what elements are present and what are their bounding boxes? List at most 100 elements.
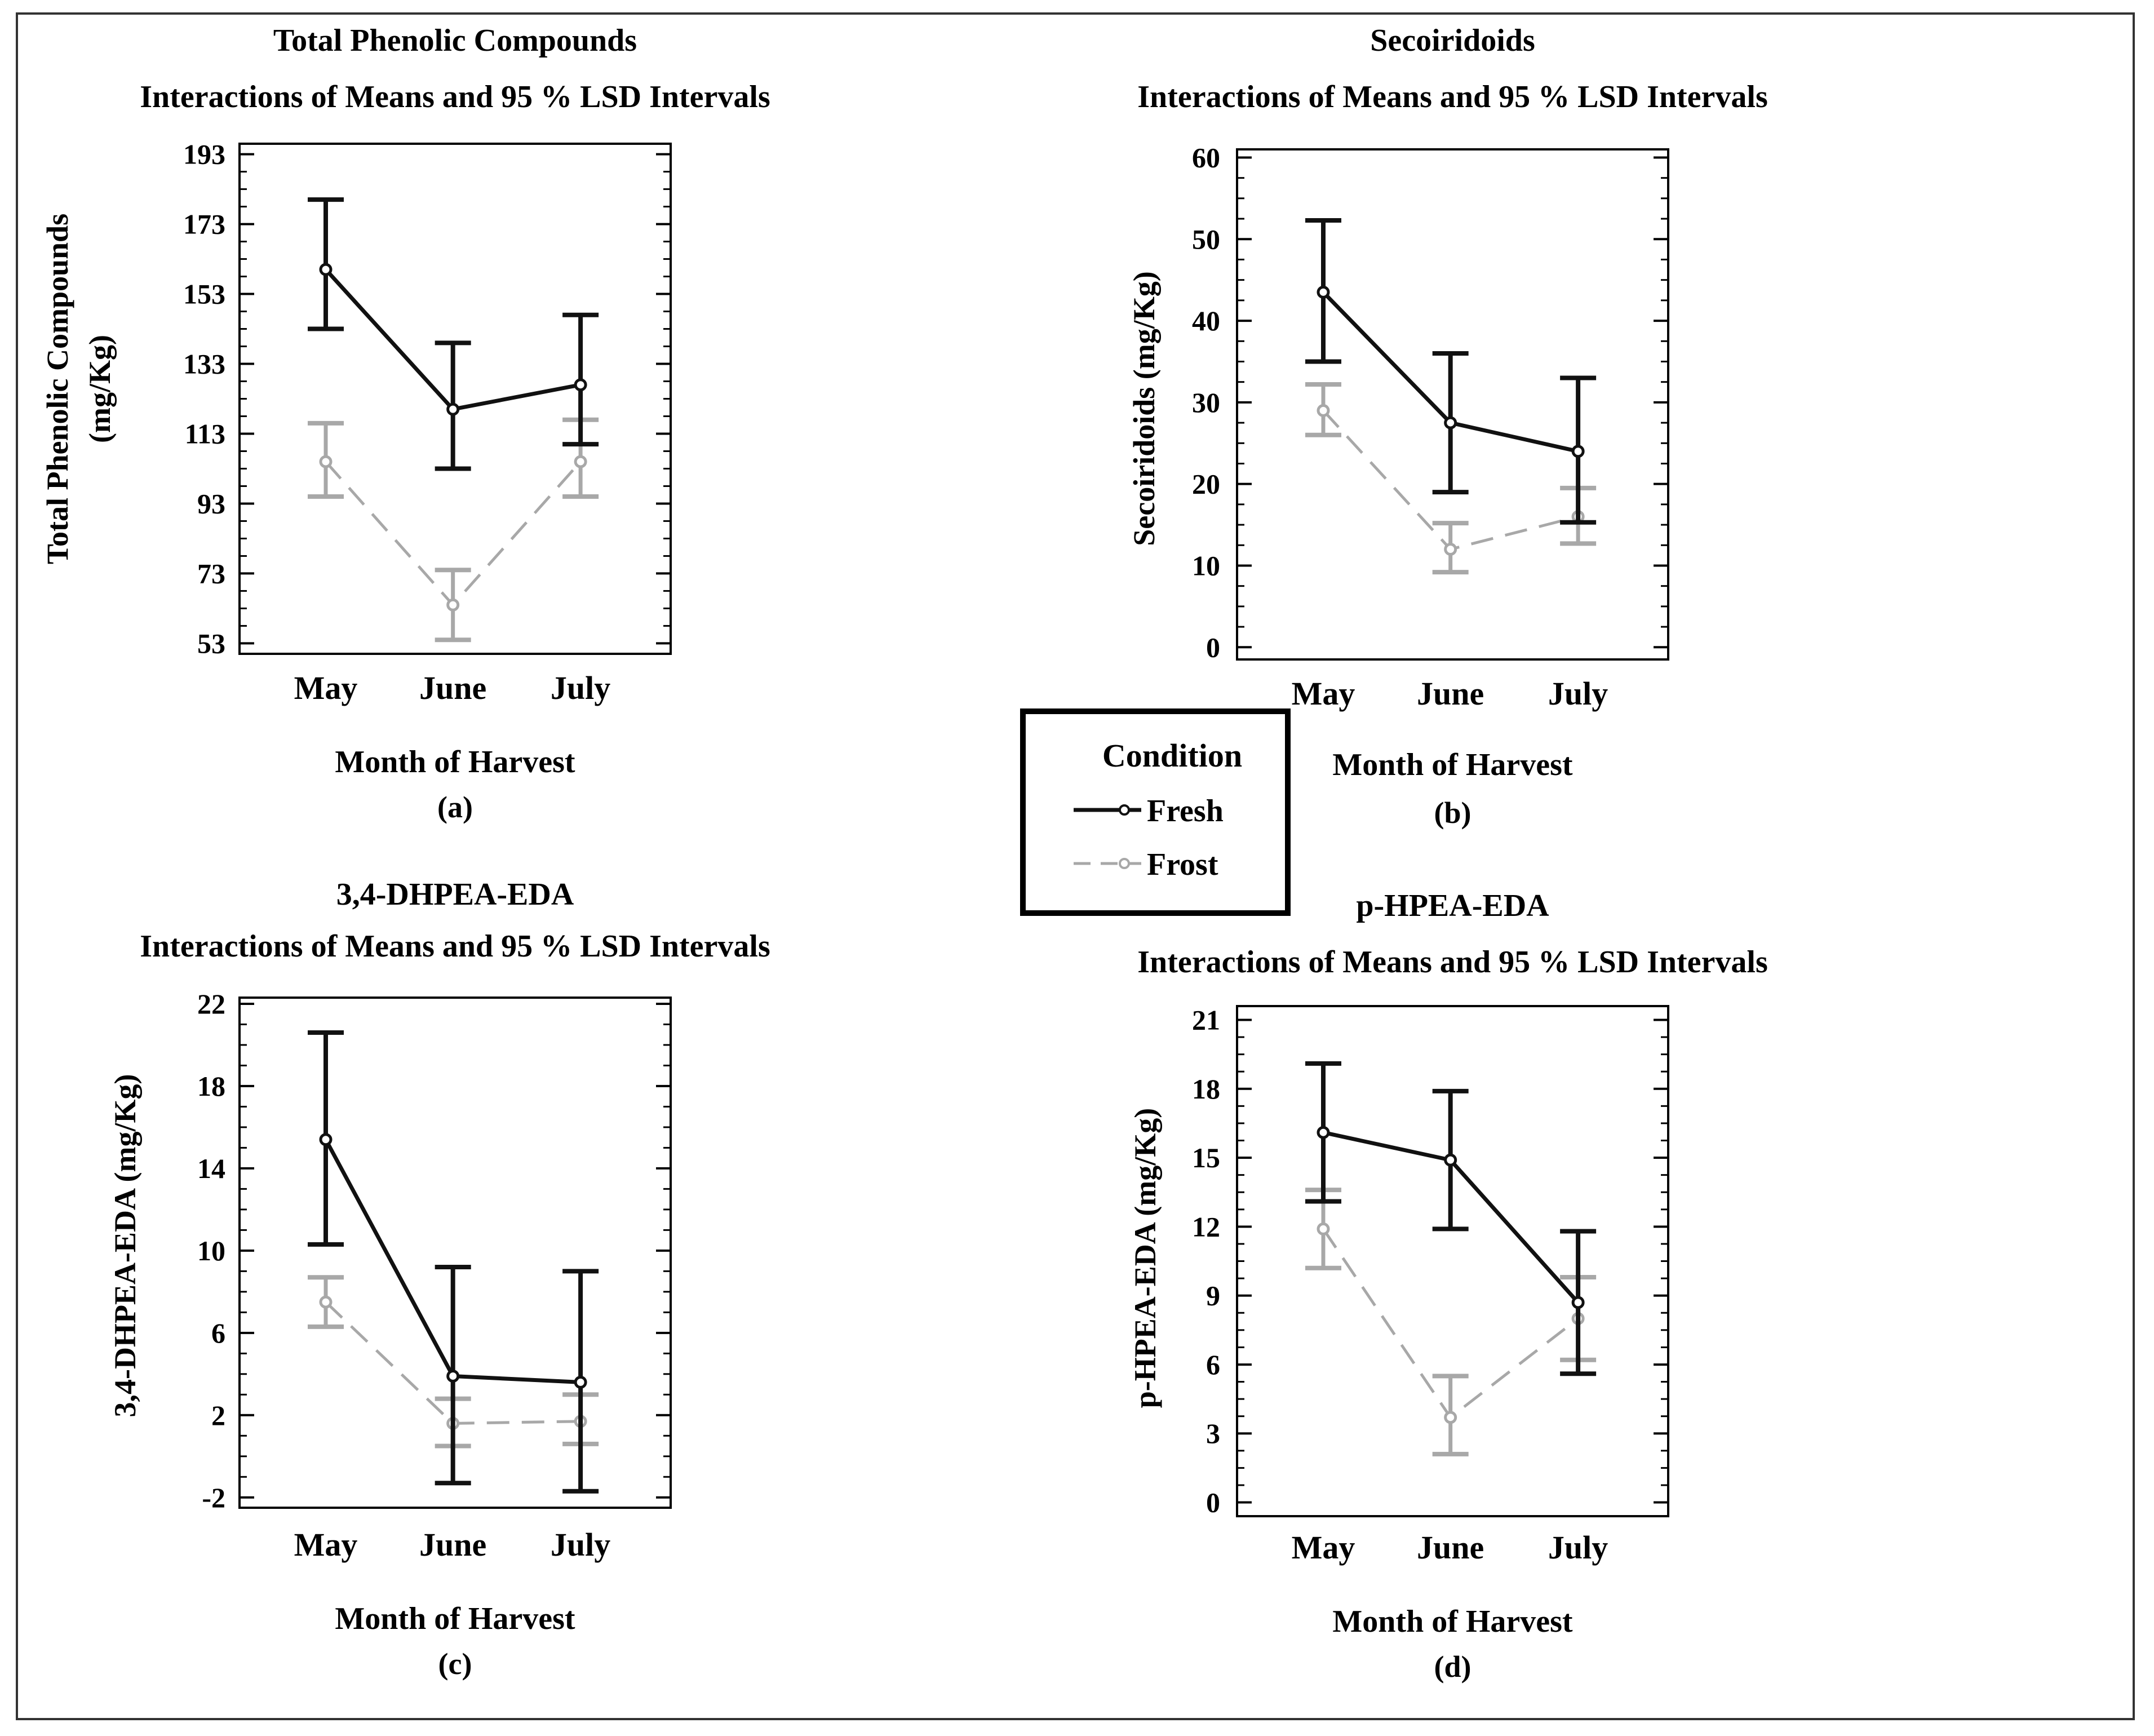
y-tick-label: 0	[1206, 1487, 1220, 1518]
y-tick-label: 14	[197, 1153, 225, 1184]
y-tick-label: 73	[197, 557, 225, 589]
y-tick-label: 60	[1192, 141, 1220, 173]
y-axis-label: p-HPEA-EDA (mg/Kg)	[1128, 1108, 1162, 1409]
series-fresh	[308, 197, 599, 471]
y-axis-label: 3,4-DHPEA-EDA (mg/Kg)	[108, 1074, 142, 1418]
plot-area	[1236, 1005, 1669, 1517]
chart-subtitle: Interactions of Means and 95 % LSD Inter…	[1137, 945, 1767, 980]
data-point	[319, 1295, 333, 1309]
y-tick-label: 50	[1192, 223, 1220, 255]
y-tick-label: 20	[1192, 468, 1220, 500]
series-fresh	[1305, 218, 1597, 525]
x-axis-label: Month of Harvest	[1332, 1604, 1573, 1639]
data-point	[574, 378, 587, 392]
y-tick-label: 3	[1206, 1418, 1220, 1449]
y-tick-label: 12	[1192, 1211, 1220, 1242]
x-axis-label: Month of Harvest	[335, 1601, 575, 1636]
x-category-label: June	[1417, 675, 1484, 712]
data-point	[319, 455, 333, 468]
y-tick-label: 30	[1192, 387, 1220, 418]
chart-subtitle: Interactions of Means and 95 % LSD Inter…	[140, 79, 770, 114]
y-tick-label: 21	[1192, 1004, 1220, 1035]
chart-title: Secoiridoids	[1370, 23, 1535, 58]
x-axis-label: Month of Harvest	[1332, 747, 1573, 782]
data-point	[1317, 285, 1330, 299]
y-tick-label: 18	[197, 1070, 225, 1102]
data-point	[446, 598, 460, 612]
x-category-label: July	[551, 670, 610, 706]
legend-marker-fresh	[1119, 804, 1130, 816]
data-point	[319, 263, 333, 276]
series-frost	[308, 417, 599, 643]
y-tick-label: 113	[185, 418, 225, 449]
panel-label: (d)	[1434, 1650, 1472, 1684]
data-point	[446, 402, 460, 416]
data-point	[1317, 404, 1330, 417]
data-point	[446, 1369, 460, 1383]
chart-title: 3,4-DHPEA-EDA	[336, 877, 574, 912]
x-category-label: June	[419, 1526, 486, 1563]
legend-box	[1020, 708, 1291, 916]
legend-marker-frost	[1119, 858, 1130, 869]
data-point	[1317, 1126, 1330, 1139]
y-tick-label: 18	[1192, 1073, 1220, 1105]
y-tick-label: 15	[1192, 1142, 1220, 1173]
y-tick-label: 22	[197, 988, 225, 1020]
y-tick-label: 0	[1206, 631, 1220, 663]
data-point	[574, 455, 587, 468]
x-category-label: July	[1548, 1529, 1608, 1566]
data-point	[1444, 416, 1457, 429]
y-tick-label: 173	[183, 209, 225, 240]
y-tick-label: 53	[197, 627, 225, 659]
x-category-label: July	[1548, 675, 1608, 712]
y-tick-label: -2	[202, 1482, 225, 1513]
y-tick-label: 6	[1206, 1349, 1220, 1380]
data-point	[574, 1375, 587, 1389]
x-category-label: May	[294, 1526, 358, 1563]
y-tick-label: 153	[183, 278, 225, 310]
legend-label-fresh: Fresh	[1147, 794, 1224, 829]
y-tick-label: 10	[1192, 550, 1220, 581]
x-category-label: July	[551, 1526, 610, 1563]
data-point	[1444, 1153, 1457, 1167]
series-fresh	[308, 1030, 599, 1494]
chart-subtitle: Interactions of Means and 95 % LSD Inter…	[1137, 79, 1767, 114]
legend: Condition Fresh Frost	[1020, 708, 1291, 916]
chart-panel-3: 3,4-DHPEA-EDA Interactions of Means and 9…	[108, 877, 770, 1681]
y-tick-label: 10	[197, 1235, 225, 1266]
x-category-label: May	[1292, 675, 1355, 712]
y-tick-label: 133	[183, 348, 225, 380]
x-category-label: June	[1417, 1529, 1484, 1566]
data-point	[1571, 1296, 1585, 1309]
x-axis-label: Month of Harvest	[335, 745, 575, 780]
legend-title: Condition	[1102, 737, 1242, 774]
figure-border	[16, 12, 2135, 1720]
x-category-label: May	[294, 670, 358, 706]
data-point	[1444, 1411, 1457, 1424]
data-point	[1444, 543, 1457, 556]
legend-label-frost: Frost	[1147, 847, 1218, 882]
y-tick-label: 6	[211, 1317, 225, 1349]
chart-panel-2: Secoiridoids Interactions of Means and 95…	[1127, 23, 1768, 830]
y-axis-label: (mg/Kg)	[83, 335, 117, 443]
panel-label: (b)	[1434, 796, 1472, 830]
data-point	[1317, 1222, 1330, 1235]
y-tick-label: 93	[197, 488, 225, 519]
chart-title: Total Phenolic Compounds	[273, 23, 637, 58]
chart-subtitle: Interactions of Means and 95 % LSD Inter…	[140, 929, 770, 964]
y-tick-label: 9	[1206, 1280, 1220, 1312]
y-axis-label: Secoiridoids (mg/Kg)	[1127, 271, 1161, 546]
x-category-label: June	[419, 670, 486, 706]
data-point	[319, 1133, 333, 1146]
chart-panel-4: p-HPEA-EDA Interactions of Means and 95 %…	[1128, 888, 1768, 1684]
y-tick-label: 193	[183, 139, 225, 170]
chart-title: p-HPEA-EDA	[1356, 888, 1549, 923]
panel-label: (c)	[438, 1647, 472, 1681]
x-category-label: May	[1292, 1529, 1355, 1566]
series-fresh	[1305, 1061, 1597, 1376]
y-tick-label: 40	[1192, 305, 1220, 336]
plot-area	[238, 997, 672, 1509]
data-point	[1571, 445, 1585, 458]
